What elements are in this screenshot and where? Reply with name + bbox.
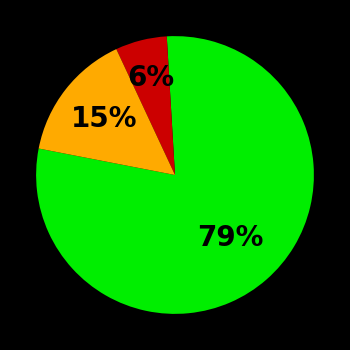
Wedge shape <box>116 36 175 175</box>
Text: 6%: 6% <box>127 64 174 92</box>
Text: 79%: 79% <box>197 224 263 252</box>
Wedge shape <box>38 49 175 175</box>
Text: 15%: 15% <box>71 105 137 133</box>
Wedge shape <box>36 36 314 314</box>
